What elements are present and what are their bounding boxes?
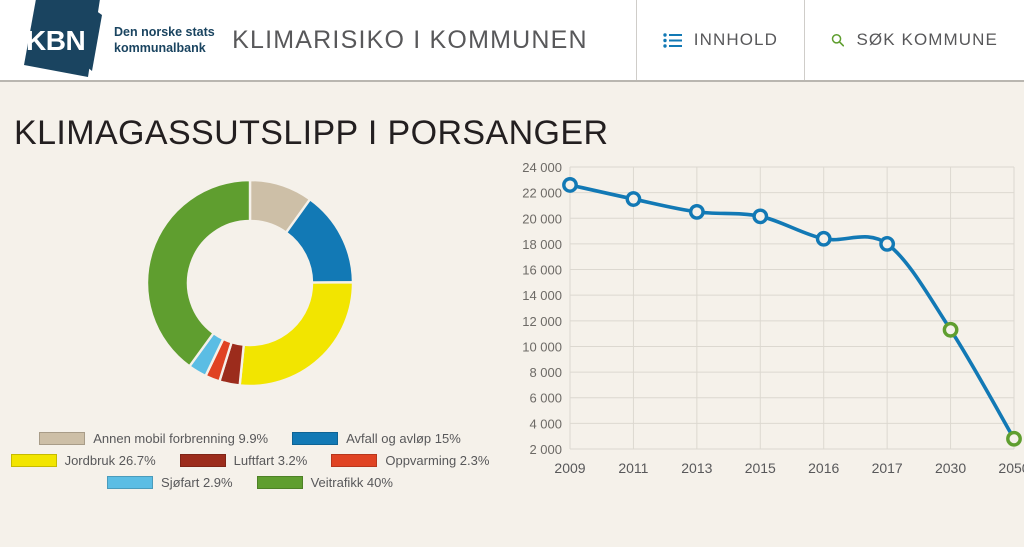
brand-tagline-line1: Den norske stats xyxy=(114,25,215,39)
emissions-trend-chart: 24 000 22 000 20 000 18 000 16 000 14 000 12 0… xyxy=(500,153,1024,533)
legend-swatch xyxy=(256,476,303,489)
x-axis-tick-label: 2013 xyxy=(681,460,712,476)
list-icon xyxy=(663,32,682,48)
x-axis-tick-label: 2015 xyxy=(745,460,776,476)
legend-swatch xyxy=(331,454,378,467)
legend-row-2: Jordbruk 26.7% Luftfart 3.2% Oppvarming … xyxy=(10,453,489,468)
legend-label: Oppvarming 2.3% xyxy=(385,453,490,468)
legend-item-sjofart[interactable]: Sjøfart 2.9% xyxy=(107,475,233,490)
legend-item-avfall-og-avlop[interactable]: Avfall og avløp 15% xyxy=(292,431,461,446)
data-point-marker[interactable] xyxy=(879,236,896,252)
site-header: KBN Den norske stats kommunalbank KLIMAR… xyxy=(0,0,1024,82)
brand-tagline-line2: kommunalbank xyxy=(114,41,206,55)
y-axis-tick-label: 22 000 xyxy=(522,186,562,201)
legend-label: Luftfart 3.2% xyxy=(233,453,308,468)
data-point-marker[interactable] xyxy=(942,321,959,338)
legend-row-3: Sjøfart 2.9% Veitrafikk 40% xyxy=(107,475,393,490)
x-axis-tick-label: 2009 xyxy=(554,460,585,476)
brand-area: KBN Den norske stats kommunalbank xyxy=(0,0,232,80)
kbn-logo[interactable]: KBN xyxy=(14,0,106,81)
data-point-marker[interactable] xyxy=(688,203,705,220)
emissions-by-sector-chart: Annen mobil forbrenning 9.9% Avfall og a… xyxy=(0,163,500,523)
y-axis-tick-label: 2 000 xyxy=(529,442,562,457)
legend-label: Jordbruk 26.7% xyxy=(64,453,156,468)
legend-label: Veitrafikk 40% xyxy=(310,475,393,490)
legend-item-oppvarming[interactable]: Oppvarming 2.3% xyxy=(331,453,489,468)
line-chart-svg: 24 000 22 000 20 000 18 000 16 000 14 000 12 0… xyxy=(522,160,1024,476)
legend-item-annen-mobil-forbrenning[interactable]: Annen mobil forbrenning 9.9% xyxy=(39,431,268,446)
legend-swatch xyxy=(107,476,154,489)
y-axis-tick-label: 14 000 xyxy=(522,288,562,303)
nav-sok-kommune[interactable]: SØK KOMMUNE xyxy=(804,0,1024,80)
y-axis-tick-label: 20 000 xyxy=(522,211,562,226)
data-point-marker[interactable] xyxy=(1006,430,1022,447)
legend-item-luftfart[interactable]: Luftfart 3.2% xyxy=(179,453,308,468)
data-point-marker[interactable] xyxy=(562,177,578,193)
content-area: Annen mobil forbrenning 9.9% Avfall og a… xyxy=(0,153,1024,533)
legend-swatch xyxy=(179,454,226,467)
y-axis-tick-label: 6 000 xyxy=(529,391,562,406)
y-axis-tick-label: 10 000 xyxy=(522,339,562,354)
donut-slice[interactable] xyxy=(238,281,355,388)
legend-swatch xyxy=(10,454,57,467)
site-title: KLIMARISIKO I KOMMUNEN xyxy=(232,25,588,54)
y-axis-tick-label: 12 000 xyxy=(522,314,562,329)
x-axis-tick-label: 2030 xyxy=(935,460,966,476)
x-axis-tick-label: 2011 xyxy=(618,460,648,476)
line-series-path xyxy=(568,183,1016,441)
kbn-logo-mark-shape xyxy=(24,0,102,77)
data-point-marker[interactable] xyxy=(815,230,832,247)
legend-item-jordbruk[interactable]: Jordbruk 26.7% xyxy=(10,453,156,468)
search-icon xyxy=(831,34,845,47)
legend-label: Avfall og avløp 15% xyxy=(346,431,461,446)
legend-item-veitrafikk[interactable]: Veitrafikk 40% xyxy=(256,475,393,490)
legend-label: Annen mobil forbrenning 9.9% xyxy=(93,431,269,446)
y-axis-tick-label: 8 000 xyxy=(529,365,562,380)
nav-sok-label: SØK KOMMUNE xyxy=(856,30,998,49)
data-point-marker[interactable] xyxy=(625,191,642,207)
page-title: KLIMAGASSUTSLIPP I PORSANGER xyxy=(14,114,609,152)
x-axis-tick-label: 2017 xyxy=(872,460,903,476)
legend-row-1: Annen mobil forbrenning 9.9% Avfall og a… xyxy=(39,431,461,446)
x-axis-tick-label: 2050 xyxy=(998,460,1024,476)
brand-tagline: Den norske stats kommunalbank xyxy=(114,24,215,56)
legend-swatch xyxy=(292,432,339,445)
nav-innhold[interactable]: INNHOLD xyxy=(635,0,804,80)
data-point-marker[interactable] xyxy=(752,208,769,225)
y-axis-tick-label: 16 000 xyxy=(522,263,562,278)
x-axis-tick-label: 2016 xyxy=(808,460,839,476)
donut-legend: Annen mobil forbrenning 9.9% Avfall og a… xyxy=(0,431,500,490)
legend-swatch xyxy=(39,432,86,445)
donut-chart-svg xyxy=(145,178,355,388)
legend-label: Sjøfart 2.9% xyxy=(161,475,233,490)
y-axis-tick-label: 4 000 xyxy=(529,416,562,431)
y-axis-tick-label: 24 000 xyxy=(522,160,562,175)
kbn-logo-text: KBN xyxy=(26,25,86,56)
nav-innhold-label: INNHOLD xyxy=(693,30,778,49)
donut-slice[interactable] xyxy=(145,178,252,369)
y-axis-tick-label: 18 000 xyxy=(522,237,562,252)
